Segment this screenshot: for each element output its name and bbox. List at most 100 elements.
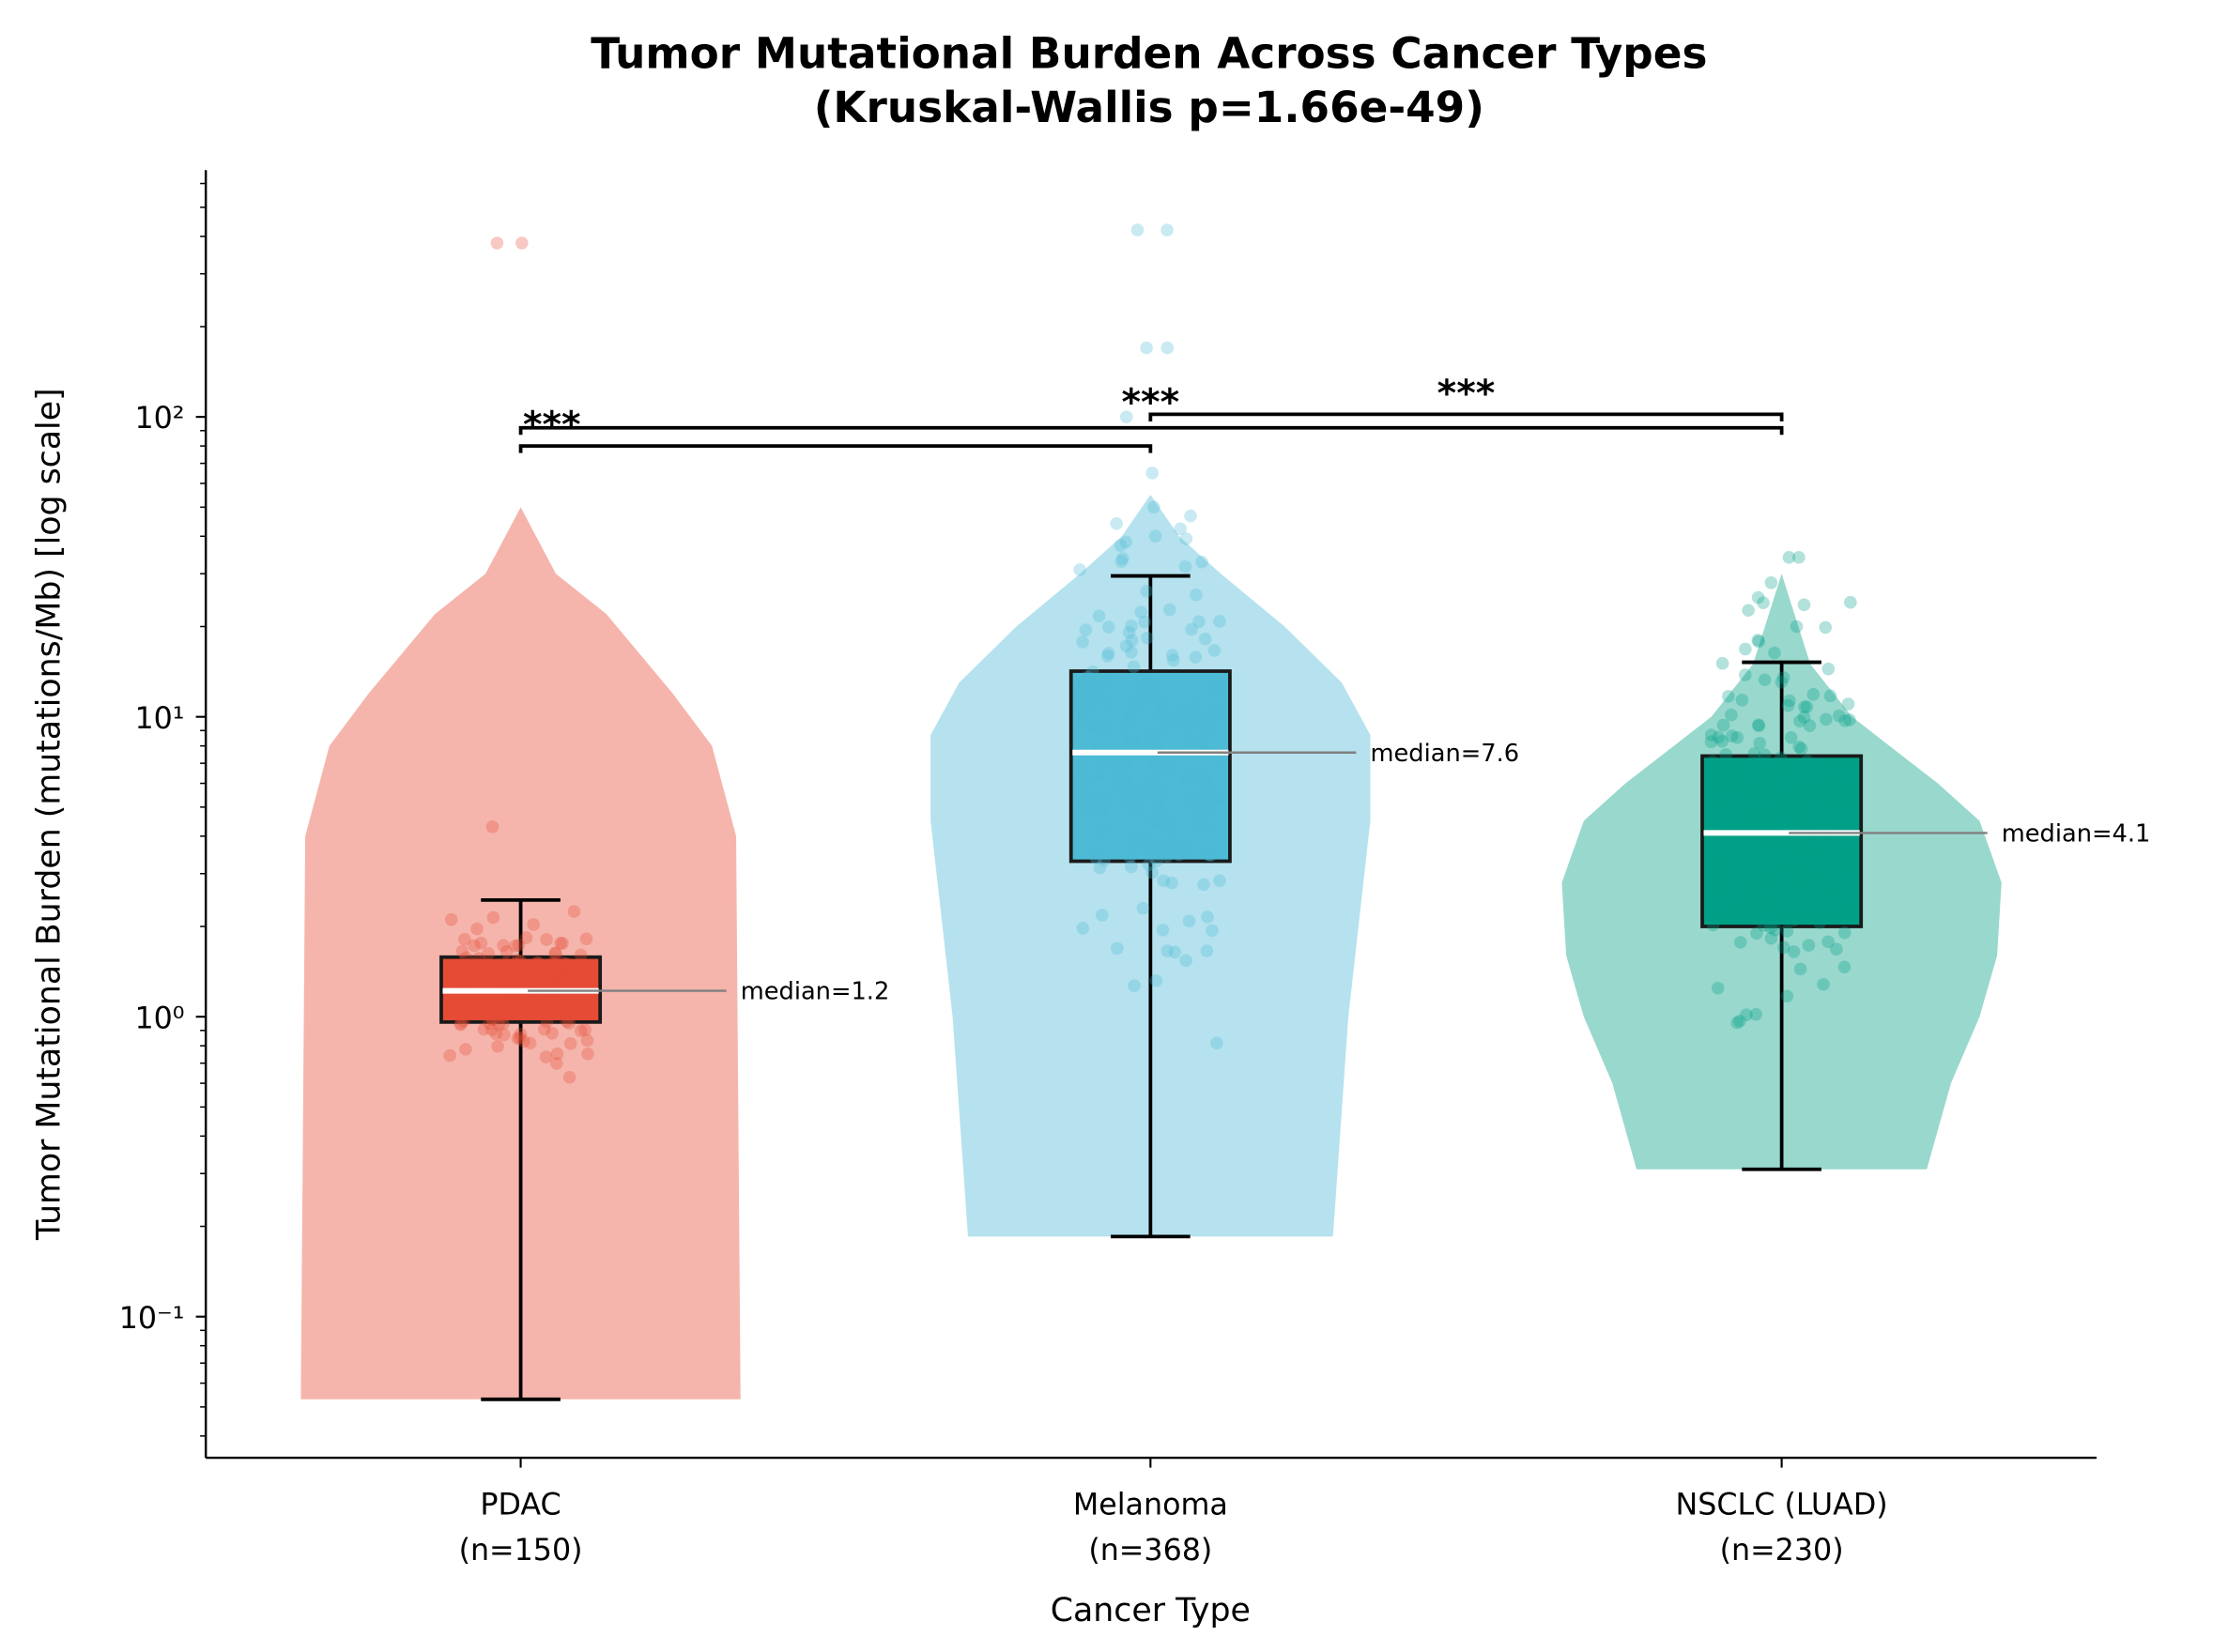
data-point — [1079, 623, 1093, 637]
data-point — [1206, 705, 1221, 718]
data-point — [1195, 555, 1208, 569]
data-point — [1138, 833, 1152, 847]
data-point — [518, 999, 532, 1013]
data-point — [1192, 708, 1206, 722]
data-point — [477, 1022, 491, 1036]
data-point — [1186, 793, 1200, 807]
data-point — [1821, 662, 1836, 676]
data-point — [1710, 805, 1723, 819]
data-point — [512, 939, 526, 952]
data-point — [562, 1017, 576, 1030]
data-point — [455, 944, 469, 958]
data-point — [1787, 901, 1801, 915]
data-point — [1167, 835, 1181, 849]
data-point — [523, 1002, 537, 1016]
data-point — [443, 1048, 456, 1063]
data-point — [1723, 889, 1737, 903]
data-point — [1706, 863, 1719, 877]
data-point — [1832, 709, 1846, 723]
data-point — [1753, 736, 1766, 750]
data-point — [519, 931, 533, 944]
data-point — [1076, 922, 1090, 935]
data-point — [1741, 759, 1754, 772]
data-point — [1838, 714, 1852, 727]
data-point — [1099, 675, 1113, 688]
data-point — [1159, 721, 1172, 735]
data-point — [1714, 898, 1728, 911]
data-point — [500, 961, 514, 975]
data-point — [1722, 690, 1735, 703]
data-point — [1831, 809, 1844, 823]
data-point — [470, 990, 484, 1004]
data-point — [1814, 892, 1828, 906]
data-point — [1767, 845, 1781, 858]
outlier-point — [1130, 223, 1145, 237]
data-point — [1813, 916, 1826, 929]
data-point — [513, 1031, 527, 1045]
data-point — [1845, 772, 1858, 787]
data-point — [1134, 605, 1148, 619]
data-point — [1793, 962, 1807, 976]
data-point — [559, 964, 573, 978]
data-point — [1793, 766, 1807, 779]
data-point — [1768, 864, 1781, 878]
data-point — [527, 918, 541, 931]
data-point — [1176, 707, 1190, 721]
significance-bracket — [518, 444, 1153, 453]
data-point — [1775, 849, 1790, 863]
data-point — [1125, 620, 1138, 633]
data-point — [528, 1007, 542, 1020]
data-point — [1084, 697, 1099, 711]
data-point — [482, 947, 496, 960]
outlier-point — [1148, 529, 1162, 543]
data-point — [581, 1047, 594, 1061]
data-point — [1123, 709, 1136, 723]
data-point — [1207, 644, 1222, 657]
data-point — [1732, 834, 1746, 849]
data-point — [1188, 696, 1202, 710]
data-point — [1766, 884, 1779, 898]
data-point — [480, 962, 494, 976]
data-point — [1716, 846, 1729, 860]
outlier-point — [1790, 620, 1804, 634]
data-point — [530, 956, 544, 970]
data-point — [1158, 842, 1171, 856]
data-point — [1154, 696, 1167, 709]
data-point — [1147, 753, 1160, 767]
data-point — [1140, 584, 1154, 598]
data-point — [536, 964, 549, 977]
data-point — [1184, 509, 1197, 523]
data-point — [1112, 774, 1125, 788]
data-point — [1732, 818, 1746, 832]
data-point — [1797, 711, 1811, 724]
data-point — [1189, 650, 1203, 664]
data-point — [1757, 757, 1771, 771]
data-point — [507, 971, 520, 985]
data-point — [1844, 595, 1857, 609]
data-point — [1775, 751, 1788, 765]
data-point — [1096, 754, 1109, 767]
data-point — [1798, 700, 1811, 713]
outlier-point — [1147, 500, 1160, 514]
data-point — [1709, 816, 1722, 829]
data-point — [1823, 689, 1837, 703]
data-point — [1213, 615, 1226, 628]
data-point — [1775, 676, 1789, 689]
data-point — [1806, 688, 1821, 701]
data-point — [531, 956, 546, 970]
data-point — [1094, 805, 1108, 818]
box-1 — [1068, 669, 1232, 864]
data-point — [1823, 904, 1836, 917]
data-point — [1778, 895, 1791, 908]
outlier-point — [1160, 223, 1174, 237]
data-point — [1764, 921, 1777, 935]
data-point — [1740, 1008, 1753, 1022]
data-point — [1202, 848, 1216, 862]
data-point — [1185, 622, 1198, 636]
data-point — [1164, 760, 1177, 773]
data-point — [1142, 858, 1156, 872]
x-tick-n-label: (n=150) — [459, 1534, 583, 1568]
outlier-point — [1119, 410, 1133, 423]
data-point — [557, 973, 571, 987]
